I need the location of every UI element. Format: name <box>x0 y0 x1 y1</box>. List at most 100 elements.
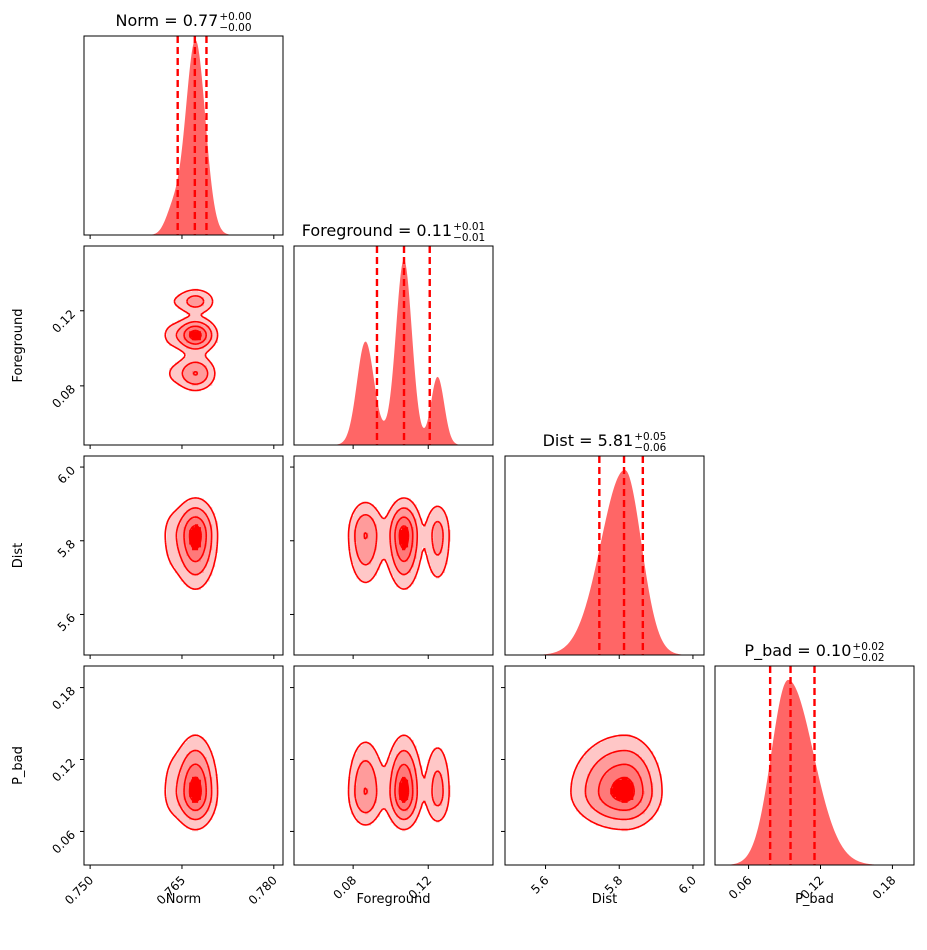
y-tick-label: 5.6 <box>55 611 78 634</box>
panel-title-dist: Dist = 5.81+0.05 <box>543 431 667 450</box>
contour-fill-3 <box>399 776 409 803</box>
contour-line-1 <box>354 749 444 821</box>
contour-line-0 <box>164 289 219 392</box>
contour-panel-foreground-vs-p_bad <box>290 665 494 869</box>
contour-panel-norm-vs-foreground <box>80 245 284 449</box>
contour-level-fill <box>189 524 201 551</box>
hist-panel-norm <box>83 35 284 239</box>
panel-title-p_bad: P_bad = 0.10+0.02 <box>744 641 884 661</box>
x-tick-label: 0.06 <box>726 873 755 902</box>
contour-line-1 <box>175 749 213 821</box>
panels-layer <box>80 35 915 869</box>
x-tick-label: 0.750 <box>62 873 96 907</box>
contour-line-0 <box>347 497 450 590</box>
contour-line-3 <box>188 776 202 803</box>
contour-fill-1 <box>177 297 213 386</box>
y-tick-label: 5.8 <box>55 537 78 560</box>
x-axis-label-norm: Norm <box>166 892 201 907</box>
hist-panel-dist <box>504 455 705 659</box>
contour-panel-foreground-vs-dist <box>290 455 494 659</box>
contour-line-2 <box>363 516 414 563</box>
contour-panel-norm-vs-dist <box>80 455 284 659</box>
contour-level-fill <box>399 776 409 803</box>
y-tick-label: 0.18 <box>49 684 78 713</box>
contour-line-2 <box>183 763 208 812</box>
panel-frame <box>293 665 494 866</box>
y-axis-label-foreground: Foreground <box>11 308 26 382</box>
hist-panel-foreground <box>293 245 494 449</box>
panel-title-sub: −0.01 <box>453 232 485 244</box>
contour-line-2 <box>363 763 414 812</box>
histogram-area <box>715 679 914 865</box>
panel-frame <box>83 35 284 236</box>
contour-set <box>347 734 451 832</box>
contour-line-0 <box>164 497 219 590</box>
panel-frame <box>504 455 705 656</box>
contour-level-fill <box>189 776 201 803</box>
contour-level-fill <box>610 776 634 803</box>
contour-panel-dist-vs-p_bad <box>501 665 705 869</box>
contour-fill-1 <box>353 507 443 576</box>
x-axis-label-p_bad: P_bad <box>795 892 834 907</box>
contour-line-1 <box>175 507 213 576</box>
contour-fill-1 <box>353 751 443 820</box>
panel-frame <box>504 665 705 866</box>
contour-line-0 <box>347 734 450 831</box>
contour-line-0 <box>570 734 663 831</box>
panel-frame <box>83 455 284 656</box>
histogram-area <box>84 39 283 235</box>
panel-frame <box>83 245 284 446</box>
contour-panel-norm-vs-p_bad <box>80 665 284 869</box>
panel-frame <box>714 665 915 866</box>
x-tick-label: 0.08 <box>330 873 359 902</box>
contour-set <box>570 734 663 832</box>
contour-level-fill <box>177 297 213 386</box>
y-tick-label: 0.12 <box>49 307 78 336</box>
y-tick-label: 6.0 <box>55 463 78 486</box>
contour-line-3 <box>398 525 410 550</box>
panel-title-sub: −0.00 <box>219 22 251 34</box>
x-tick-label: 0.18 <box>870 873 899 902</box>
contour-line-0 <box>164 734 219 831</box>
panel-title-sub: −0.02 <box>852 652 884 664</box>
y-tick-label: 0.06 <box>49 828 78 857</box>
contour-fill-3 <box>610 776 634 803</box>
contour-fill-3 <box>189 776 201 803</box>
contour-line-2 <box>183 516 208 563</box>
contour-line-2 <box>183 325 208 376</box>
y-tick-label: 0.12 <box>49 756 78 785</box>
y-tick-label: 0.08 <box>49 382 78 411</box>
x-axis-label-dist: Dist <box>592 892 618 907</box>
x-tick-label: 5.6 <box>528 873 551 896</box>
panel-title-sub: −0.06 <box>634 442 666 454</box>
panel-frame <box>83 665 284 866</box>
contour-line-3 <box>188 524 202 550</box>
hist-panel-p_bad <box>714 665 915 869</box>
contour-line-3 <box>188 329 202 341</box>
contour-set <box>164 497 219 591</box>
contour-set <box>164 734 219 832</box>
panel-frame <box>293 245 494 446</box>
contour-line-3 <box>610 776 635 803</box>
histogram-area <box>505 469 704 655</box>
labels-layer: Norm = 0.77+0.00−0.00 Foreground = 0.11+0… <box>11 11 899 907</box>
contour-fill-3 <box>189 524 201 551</box>
contour-set <box>347 497 451 591</box>
y-axis-label-dist: Dist <box>11 543 26 569</box>
x-tick-label: 6.0 <box>676 873 699 896</box>
panel-frame <box>293 455 494 656</box>
contour-level-fill <box>353 507 443 576</box>
panel-title-norm: Norm = 0.77+0.00 <box>115 11 251 30</box>
contour-set <box>164 288 219 392</box>
x-axis-label-foreground: Foreground <box>356 892 430 907</box>
contour-line-2 <box>597 763 644 812</box>
histogram-area <box>294 259 493 445</box>
contour-line-1 <box>175 295 213 385</box>
contour-line-1 <box>584 749 653 821</box>
y-axis-label-p_bad: P_bad <box>11 746 26 785</box>
contour-line-1 <box>354 507 444 576</box>
contour-line-3 <box>398 776 410 803</box>
contour-level-fill <box>353 751 443 820</box>
panel-title-foreground: Foreground = 0.11+0.01 <box>302 221 486 240</box>
